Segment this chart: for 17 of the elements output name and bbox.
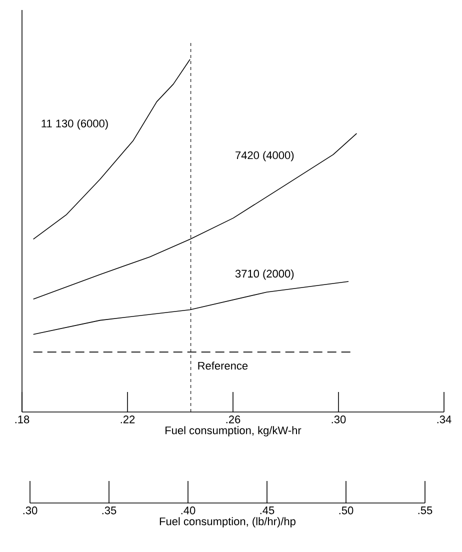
x2-tick-label: .30 [23,506,38,514]
x-tick-label: .26 [226,416,240,424]
x2-tick-label: .50 [339,506,354,514]
x2-tick-label: .45 [260,506,274,514]
x-tick-label: .22 [120,416,135,424]
text: 11 130 (6000) [42,119,108,130]
x2-tick-label: .55 [418,506,432,514]
x2-tick-label: .35 [102,506,116,514]
x2-axis-title: Fuel consumption, (lb/hr)/hp [160,517,296,528]
x-tick-label: .34 [437,416,452,424]
x-tick-label: .30 [332,416,346,424]
x-axis-title: Fuel consumption, kg/kW-hr [166,426,302,436]
x-tick-label: .18 [15,416,30,424]
series-label: 3710 (2000) [235,270,294,280]
ref-line-label: Reference [198,362,248,370]
series-label: 7420 (4000) [236,151,294,162]
x2-tick-label: .40 [181,506,196,514]
